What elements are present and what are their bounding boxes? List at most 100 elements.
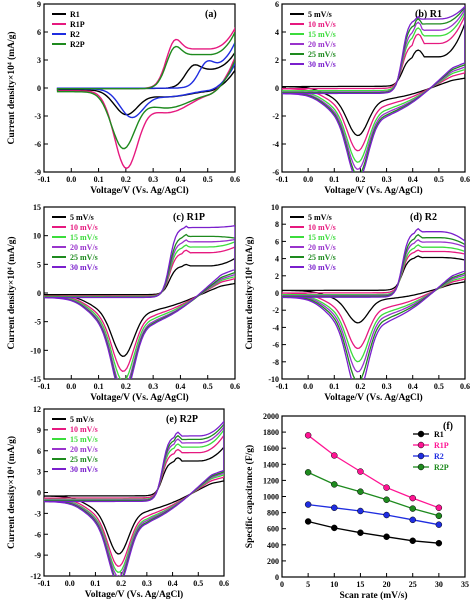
y-tick-label: -5 <box>34 318 41 327</box>
y-tick-label: -10 <box>268 375 279 384</box>
x-tick-label: 0.4 <box>168 579 178 588</box>
legend-entry: R1P <box>434 441 449 450</box>
data-point-r1p-0 <box>304 432 312 439</box>
legend-entry: 25 mV/s <box>308 50 336 59</box>
cv-curve-scan-6 <box>44 225 235 379</box>
y-tick-label: 800 <box>267 509 279 518</box>
cv-curve-scan-4 <box>282 239 465 373</box>
x-tick-label: 0.5 <box>434 175 444 184</box>
legend-entry: 5 mV/s <box>308 213 332 222</box>
x-tick-label: 15 <box>356 580 364 589</box>
x-tick-label: 0.1 <box>329 175 339 184</box>
y-tick-label: -2 <box>272 306 279 315</box>
y-tick-label: 1400 <box>263 460 279 469</box>
data-point-r2p-4 <box>409 505 416 512</box>
y-axis-label: Specific capacitance (F/g) <box>244 445 255 548</box>
legend-entry: R1 <box>70 10 80 19</box>
x-tick-label: -0.1 <box>38 579 51 588</box>
x-tick-label: -0.1 <box>276 382 289 391</box>
y-tick-label: 8 <box>275 220 279 229</box>
x-tick-label: 0 <box>280 580 284 589</box>
legend-entry: R1 <box>434 430 444 439</box>
data-point-r2-4 <box>409 516 416 524</box>
y-tick-label: 10 <box>33 232 41 241</box>
x-tick-label: 0.1 <box>94 175 104 184</box>
legend-entry: 30 mV/s <box>70 465 98 474</box>
y-tick-label: -6 <box>34 530 41 539</box>
y-tick-label: -4 <box>272 323 279 332</box>
x-tick-label: 25 <box>409 580 417 589</box>
x-tick-label: 0.6 <box>219 579 229 588</box>
y-tick-label: -12 <box>30 572 41 581</box>
cv-curve-scan-2 <box>282 249 465 350</box>
data-point-r1p-3 <box>383 484 390 491</box>
y-tick-label: 0 <box>37 84 41 93</box>
x-axis-label: Voltage/V (Vs. Ag/AgCl) <box>324 185 422 196</box>
x-axis-label: Scan rate (mV/s) <box>339 590 407 601</box>
y-tick-label: 3 <box>37 468 41 477</box>
data-point-r2-3 <box>383 511 390 519</box>
y-tick-label: 6 <box>37 447 41 456</box>
data-point-r2p-0 <box>304 469 312 476</box>
x-tick-label: 5 <box>306 580 310 589</box>
panel-label: (c) R1P <box>173 212 205 223</box>
x-tick-label: 0.0 <box>65 579 75 588</box>
y-tick-label: 0 <box>37 289 41 298</box>
data-point-r1-4 <box>409 537 416 545</box>
legend-entry: 5 mV/s <box>70 415 94 424</box>
data-point-r1-3 <box>383 533 390 540</box>
data-point-r1p-4 <box>409 494 416 502</box>
cv-curve-scan-5 <box>282 233 465 379</box>
x-tick-label: 0.3 <box>382 382 392 391</box>
x-axis-label: Voltage/V (Vs. Ag/AgCl) <box>90 392 188 403</box>
legend-entry: R2P <box>434 463 449 472</box>
x-tick-label: 0.4 <box>175 382 185 391</box>
cv-curve-scan-4 <box>282 7 465 171</box>
y-tick-label: -6 <box>272 341 279 350</box>
chart-panel-2: -0.1 0.0 0.1 0.2 0.3 0.4 0.5 0.6 -6 -4 -2 0 2 4 6 Volta… <box>272 0 470 196</box>
y-tick-label: 0 <box>37 489 41 498</box>
y-tick-label: -10 <box>30 346 41 355</box>
y-axis-label: Current density×10⁴ (mA/g) <box>6 31 17 144</box>
y-tick-label: 10 <box>271 203 279 212</box>
legend-entry: R2P <box>70 40 85 49</box>
x-tick-label: 0.0 <box>303 382 313 391</box>
chart-panel-4: -0.1 0.0 0.1 0.2 0.3 0.4 0.5 0.6 -10 -8 -6 -4 -2 0 2 4 6… <box>244 203 470 403</box>
data-point-r1p-1 <box>331 452 338 459</box>
x-axis-label: Voltage/V (Vs. Ag/AgCl) <box>85 589 183 600</box>
cv-curve-r2 <box>56 42 235 119</box>
cv-curve-r1p <box>56 26 235 170</box>
y-tick-label: 0 <box>275 573 279 582</box>
cv-curve-scan-1 <box>44 257 235 357</box>
cv-curve-scan-3 <box>282 11 465 163</box>
x-tick-label: 0.5 <box>434 382 444 391</box>
x-tick-label: 0.2 <box>355 175 365 184</box>
x-tick-label: 0.1 <box>94 382 104 391</box>
y-tick-label: 3 <box>37 56 41 65</box>
y-tick-label: 15 <box>33 203 41 212</box>
legend-entry: 15 mV/s <box>308 30 336 39</box>
cv-curve-scan-1 <box>44 446 224 555</box>
legend-entry: 15 mV/s <box>70 435 98 444</box>
cv-curve-scan-3 <box>282 244 465 363</box>
legend-entry: 10 mV/s <box>70 425 98 434</box>
data-point-r2p-5 <box>435 512 443 520</box>
legend-marker <box>417 452 425 460</box>
legend-entry: 10 mV/s <box>70 223 98 232</box>
x-tick-label: 0.3 <box>148 175 158 184</box>
x-tick-label: 0.4 <box>175 175 185 184</box>
x-tick-label: 0.1 <box>329 382 339 391</box>
cv-curve-scan-5 <box>282 5 465 172</box>
data-point-r1-1 <box>331 524 338 532</box>
legend-marker <box>417 430 425 438</box>
legend-entry: 30 mV/s <box>308 60 336 69</box>
legend-marker <box>417 441 425 449</box>
x-tick-label: 0.3 <box>142 579 152 588</box>
y-tick-label: -2 <box>272 112 279 121</box>
chart-panel-6: 0 5 10 15 20 25 30 35 0 200 400 600 800 1000 1200 1400 1… <box>244 412 469 601</box>
y-tick-label: 9 <box>37 0 41 9</box>
data-point-r1-2 <box>357 529 364 536</box>
data-point-r1-0 <box>304 518 312 525</box>
y-tick-label: 0 <box>275 84 279 93</box>
y-tick-label: -6 <box>272 168 279 177</box>
